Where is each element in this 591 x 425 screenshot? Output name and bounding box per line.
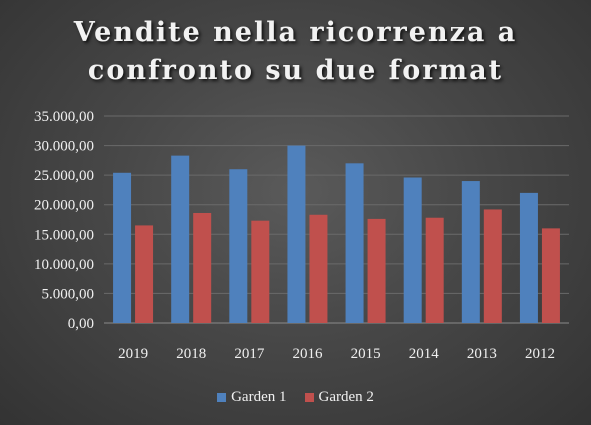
bar-garden-1-2017 bbox=[229, 169, 248, 323]
y-tick-label: 10.000,00 bbox=[34, 257, 94, 273]
y-tick-label: 0,00 bbox=[68, 316, 94, 332]
y-tick-label: 30.000,00 bbox=[34, 139, 94, 155]
bar-garden-1-2013 bbox=[461, 181, 480, 323]
bar-garden-1-2016 bbox=[287, 145, 306, 323]
legend-swatch bbox=[304, 393, 314, 402]
bars bbox=[113, 145, 560, 323]
bar-garden-1-2014 bbox=[403, 177, 422, 323]
x-tick-label: 2018 bbox=[176, 346, 206, 362]
y-tick-label: 5.000,00 bbox=[42, 286, 95, 302]
legend-label: Garden 1 bbox=[231, 389, 287, 405]
bar-garden-2-2016 bbox=[309, 214, 328, 323]
y-tick-label: 35.000,00 bbox=[34, 109, 94, 125]
y-axis-ticks: 0,00 5.000,00 10.000,00 15.000,00 20.000,00 2… bbox=[34, 109, 94, 332]
bar-garden-1-2015 bbox=[345, 163, 364, 323]
y-tick-label: 25.000,00 bbox=[34, 168, 94, 184]
x-tick-label: 2015 bbox=[351, 346, 381, 362]
x-tick-label: 2012 bbox=[525, 346, 555, 362]
x-tick-label: 2013 bbox=[467, 346, 497, 362]
chart-title: Vendite nella ricorrenza a confronto su … bbox=[0, 14, 591, 90]
legend-item: Garden 1 bbox=[217, 389, 287, 406]
bar-garden-2-2019 bbox=[135, 225, 154, 323]
x-tick-label: 2017 bbox=[234, 346, 265, 362]
bar-garden-2-2015 bbox=[367, 218, 386, 323]
legend-label: Garden 2 bbox=[318, 389, 374, 405]
bar-garden-2-2012 bbox=[541, 228, 560, 323]
bar-garden-2-2014 bbox=[425, 217, 444, 323]
bar-garden-1-2018 bbox=[171, 155, 190, 323]
bar-garden-1-2012 bbox=[519, 192, 538, 323]
x-tick-label: 2019 bbox=[118, 346, 148, 362]
bar-garden-2-2017 bbox=[251, 220, 270, 323]
x-tick-label: 2014 bbox=[409, 346, 440, 362]
y-tick-label: 20.000,00 bbox=[34, 198, 94, 214]
chart-title-line-2: confronto su due format bbox=[87, 55, 504, 86]
legend-swatch bbox=[217, 393, 227, 402]
bar-garden-2-2013 bbox=[483, 209, 502, 323]
bar-garden-2-2018 bbox=[193, 212, 212, 323]
x-axis-ticks: 2019 2018 2017 2016 2015 2014 2013 2012 bbox=[118, 346, 555, 362]
legend: Garden 1 Garden 2 bbox=[0, 389, 591, 406]
x-tick-label: 2016 bbox=[292, 346, 323, 362]
legend-item: Garden 2 bbox=[304, 389, 374, 406]
chart-title-line-1: Vendite nella ricorrenza a bbox=[73, 17, 518, 48]
bar-garden-1-2019 bbox=[113, 172, 132, 323]
y-tick-label: 15.000,00 bbox=[34, 227, 94, 243]
